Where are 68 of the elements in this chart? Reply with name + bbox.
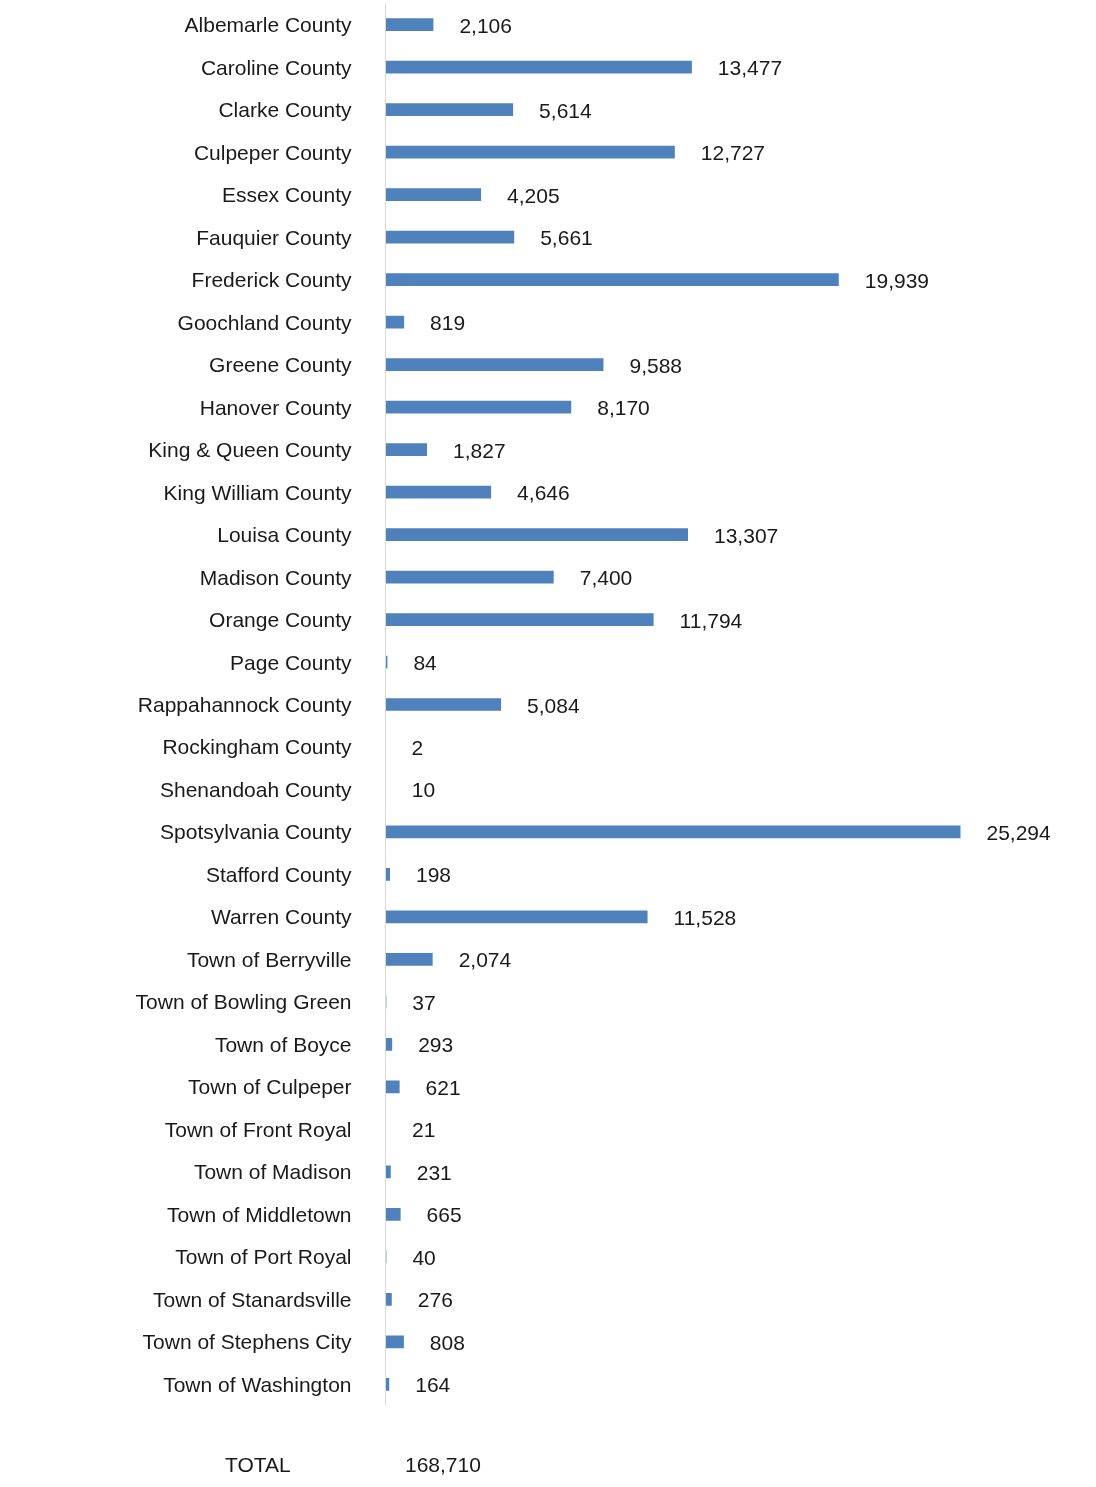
y-tick-label: Town of Front Royal	[164, 1117, 352, 1141]
y-tick-label: Orange County	[209, 608, 352, 632]
data-label: 819	[430, 311, 466, 335]
y-tick-label: Town of Port Royal	[175, 1245, 352, 1269]
y-tick-label: Town of Culpeper	[188, 1075, 352, 1099]
data-label: 5,661	[540, 226, 593, 250]
y-tick-label: Greene County	[209, 353, 352, 377]
y-tick-label: Town of Bowling Green	[135, 990, 352, 1014]
y-tick-label: Fauquier County	[196, 225, 352, 249]
y-tick-label: Shenandoah County	[160, 777, 352, 801]
text: 168,710	[405, 1452, 481, 1478]
data-label: 1,827	[453, 438, 506, 462]
data-label: 25,294	[986, 820, 1052, 844]
data-label: 19,939	[864, 268, 929, 292]
y-tick-label: Town of Madison	[193, 1160, 352, 1184]
data-label: 164	[415, 1373, 451, 1397]
y-tick-label: Town of Washington	[163, 1372, 352, 1396]
y-tick-label: Page County	[230, 650, 352, 674]
y-tick-label: Town of Berryville	[186, 947, 352, 971]
data-label: 13,477	[717, 56, 783, 80]
data-label: 665	[426, 1203, 462, 1227]
y-tick-label: King William County	[163, 480, 352, 504]
data-label: 2,106	[459, 13, 512, 37]
data-label: 5,084	[527, 693, 580, 717]
data-label: 9,588	[629, 353, 683, 377]
data-label: 4,646	[517, 481, 570, 505]
data-label: 4,205	[507, 183, 560, 207]
y-tick-label: Frederick County	[191, 268, 352, 292]
y-tick-label: Albemarle County	[184, 13, 352, 37]
data-label: 84	[413, 651, 438, 675]
data-label: 293	[418, 1033, 454, 1057]
y-tick-label: Clarke County	[218, 98, 352, 122]
data-label: 13,307	[714, 523, 779, 547]
data-label: 7,400	[579, 566, 633, 590]
data-label: 10	[411, 778, 436, 802]
data-label: 11,794	[679, 608, 743, 632]
data-label: 5,614	[539, 98, 592, 122]
data-label: 21	[411, 1118, 436, 1142]
data-label: 198	[416, 863, 452, 887]
y-tick-label: Warren County	[211, 905, 352, 929]
y-tick-label: Madison County	[199, 565, 352, 589]
y-tick-label: Caroline County	[200, 55, 352, 79]
y-tick-label: Goochland County	[177, 310, 352, 334]
data-label: 231	[416, 1160, 452, 1184]
y-tick-label: Hanover County	[199, 395, 352, 419]
data-label: 808	[429, 1330, 465, 1354]
y-tick-label: Culpeper County	[193, 140, 352, 164]
y-tick-label: Stafford County	[205, 862, 352, 886]
y-tick-label: Rappahannock County	[137, 693, 352, 716]
y-tick-label: Rockingham County	[162, 735, 352, 759]
data-label: 2	[411, 735, 424, 759]
y-tick-label: King & Queen County	[148, 438, 352, 462]
y-tick-label: Town of Boyce	[214, 1032, 352, 1056]
data-label: 11,528	[673, 905, 737, 929]
data-label: 12,727	[700, 141, 766, 165]
text: TOTAL	[225, 1452, 291, 1478]
y-tick-label: Town of Stephens City	[142, 1330, 352, 1354]
y-tick-label: Louisa County	[217, 523, 352, 547]
data-label: 2,074	[458, 948, 512, 972]
data-label: 276	[417, 1288, 453, 1312]
y-tick-label: Town of Stanardsville	[153, 1287, 352, 1311]
y-tick-label: Essex County	[221, 183, 352, 207]
data-label: 37	[412, 990, 436, 1014]
data-label: 40	[412, 1245, 436, 1269]
data-label: 8,170	[597, 396, 650, 420]
y-tick-label: Town of Middletown	[167, 1202, 352, 1226]
data-label: 621	[425, 1075, 461, 1099]
y-tick-label: Spotsylvania County	[160, 820, 352, 844]
